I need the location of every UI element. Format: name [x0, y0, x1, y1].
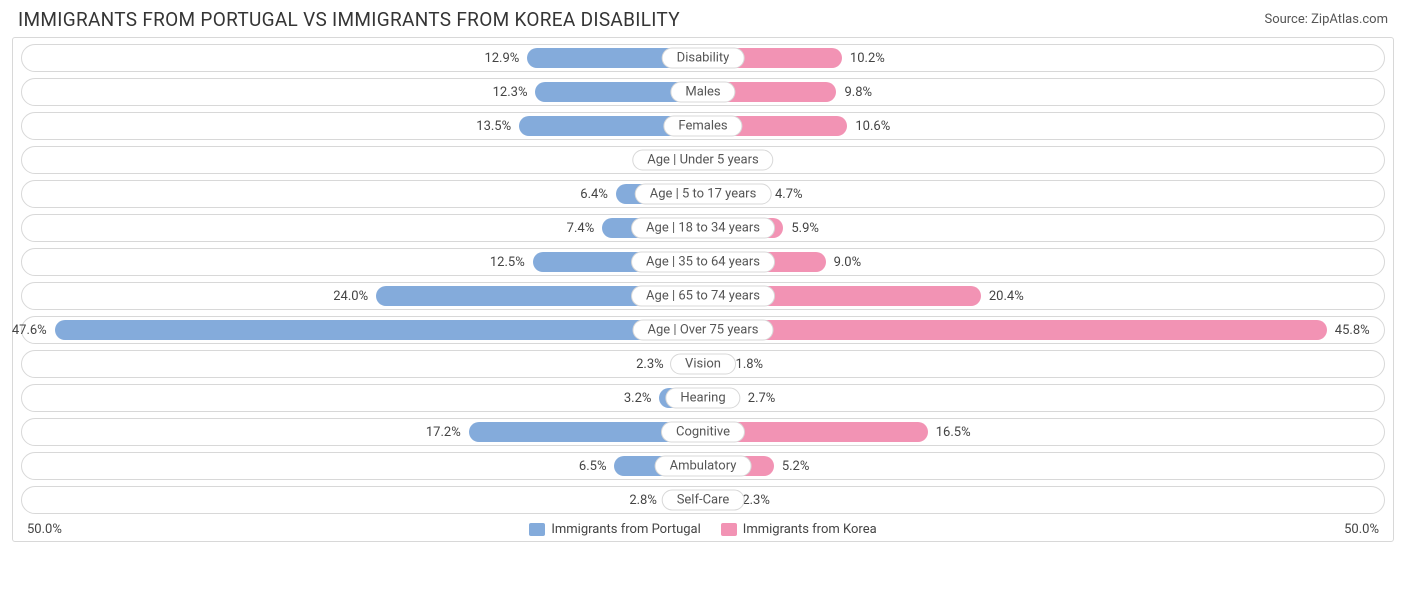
value-portugal: 6.4%: [580, 181, 608, 207]
category-label: Age | 65 to 74 years: [631, 286, 775, 307]
value-portugal: 7.4%: [567, 215, 595, 241]
header: IMMIGRANTS FROM PORTUGAL VS IMMIGRANTS F…: [0, 0, 1406, 37]
axis-right-max: 50.0%: [1344, 522, 1379, 537]
category-label: Age | Under 5 years: [632, 150, 773, 171]
left-half: 12.9%: [22, 45, 703, 71]
value-korea: 4.7%: [775, 181, 803, 207]
bar-row: 24.0% 20.4% Age | 65 to 74 years: [21, 282, 1385, 310]
left-half: 2.3%: [22, 351, 703, 377]
right-half: 20.4%: [703, 283, 1384, 309]
legend-item-korea: Immigrants from Korea: [721, 522, 877, 537]
left-half: 3.2%: [22, 385, 703, 411]
category-label: Ambulatory: [655, 456, 752, 477]
value-portugal: 12.5%: [490, 249, 525, 275]
chart-footer: 50.0% Immigrants from Portugal Immigrant…: [21, 520, 1385, 537]
category-label: Females: [663, 116, 742, 137]
right-half: 10.2%: [703, 45, 1384, 71]
left-half: 12.3%: [22, 79, 703, 105]
value-portugal: 6.5%: [579, 453, 607, 479]
rows-host: 12.9%10.2%Disability12.3%9.8%Males13.5%1…: [21, 44, 1385, 514]
bar-row: 12.9% 10.2% Disability: [21, 44, 1385, 72]
value-korea: 5.2%: [782, 453, 810, 479]
value-portugal: 24.0%: [333, 283, 368, 309]
value-korea: 1.8%: [736, 351, 764, 377]
chart-container: 12.9%10.2%Disability12.3%9.8%Males13.5%1…: [12, 37, 1394, 542]
left-half: 12.5%: [22, 249, 703, 275]
right-half: 5.2%: [703, 453, 1384, 479]
value-portugal: 12.9%: [484, 45, 519, 71]
value-korea: 5.9%: [791, 215, 819, 241]
right-half: 9.8%: [703, 79, 1384, 105]
category-label: Cognitive: [661, 422, 745, 443]
bar-row: 12.5% 9.0% Age | 35 to 64 years: [21, 248, 1385, 276]
category-label: Age | Over 75 years: [633, 320, 774, 341]
right-half: 45.8%: [703, 317, 1384, 343]
category-label: Disability: [662, 48, 745, 69]
left-half: 24.0%: [22, 283, 703, 309]
bar-row: 6.5% 5.2% Ambulatory: [21, 452, 1385, 480]
value-korea: 2.7%: [748, 385, 776, 411]
bar-row: 2.8% 2.3%Self-Care: [21, 486, 1385, 514]
left-half: 7.4%: [22, 215, 703, 241]
swatch-korea: [721, 523, 737, 536]
category-label: Self-Care: [662, 490, 745, 511]
value-korea: 16.5%: [936, 419, 971, 445]
right-half: 16.5%: [703, 419, 1384, 445]
legend-label-korea: Immigrants from Korea: [743, 522, 877, 537]
bar-row: 17.2% 16.5% Cognitive: [21, 418, 1385, 446]
left-half: 6.5%: [22, 453, 703, 479]
value-korea: 10.6%: [855, 113, 890, 139]
value-portugal: 12.3%: [493, 79, 528, 105]
bar-row: 2.3% 1.8%Vision: [21, 350, 1385, 378]
legend: Immigrants from Portugal Immigrants from…: [529, 522, 876, 537]
bar-row: 13.5% 10.6% Females: [21, 112, 1385, 140]
value-portugal: 3.2%: [624, 385, 652, 411]
bar-korea: [703, 320, 1327, 340]
right-half: 1.1%: [703, 147, 1384, 173]
chart-title: IMMIGRANTS FROM PORTUGAL VS IMMIGRANTS F…: [18, 8, 680, 31]
category-label: Age | 18 to 34 years: [631, 218, 775, 239]
right-half: 4.7%: [703, 181, 1384, 207]
right-half: 1.8%: [703, 351, 1384, 377]
legend-label-portugal: Immigrants from Portugal: [551, 522, 700, 537]
value-korea: 9.8%: [844, 79, 872, 105]
right-half: 2.7%: [703, 385, 1384, 411]
right-half: 2.3%: [703, 487, 1384, 513]
left-half: 1.8%: [22, 147, 703, 173]
category-label: Vision: [670, 354, 736, 375]
value-korea: 45.8%: [1335, 317, 1370, 343]
left-half: 6.4%: [22, 181, 703, 207]
left-half: 47.6%: [22, 317, 703, 343]
category-label: Hearing: [665, 388, 740, 409]
bar-row: 47.6% 45.8% Age | Over 75 years: [21, 316, 1385, 344]
right-half: 10.6%: [703, 113, 1384, 139]
left-half: 13.5%: [22, 113, 703, 139]
bar-portugal: [55, 320, 703, 340]
category-label: Age | 5 to 17 years: [635, 184, 772, 205]
bar-row: 6.4% 4.7%Age | 5 to 17 years: [21, 180, 1385, 208]
value-portugal: 47.6%: [12, 317, 47, 343]
value-portugal: 13.5%: [476, 113, 511, 139]
value-korea: 2.3%: [742, 487, 770, 513]
bar-row: 7.4% 5.9% Age | 18 to 34 years: [21, 214, 1385, 242]
left-half: 2.8%: [22, 487, 703, 513]
source-attribution: Source: ZipAtlas.com: [1264, 12, 1388, 27]
value-portugal: 17.2%: [426, 419, 461, 445]
category-label: Males: [670, 82, 735, 103]
right-half: 9.0%: [703, 249, 1384, 275]
value-korea: 20.4%: [989, 283, 1024, 309]
value-korea: 10.2%: [850, 45, 885, 71]
value-portugal: 2.8%: [629, 487, 657, 513]
category-label: Age | 35 to 64 years: [631, 252, 775, 273]
left-half: 17.2%: [22, 419, 703, 445]
value-portugal: 2.3%: [636, 351, 664, 377]
bar-row: 1.8%1.1%Age | Under 5 years: [21, 146, 1385, 174]
bar-row: 3.2% 2.7% Hearing: [21, 384, 1385, 412]
legend-item-portugal: Immigrants from Portugal: [529, 522, 700, 537]
value-korea: 9.0%: [834, 249, 862, 275]
bar-row: 12.3% 9.8% Males: [21, 78, 1385, 106]
swatch-portugal: [529, 523, 545, 536]
axis-left-max: 50.0%: [27, 522, 62, 537]
right-half: 5.9%: [703, 215, 1384, 241]
